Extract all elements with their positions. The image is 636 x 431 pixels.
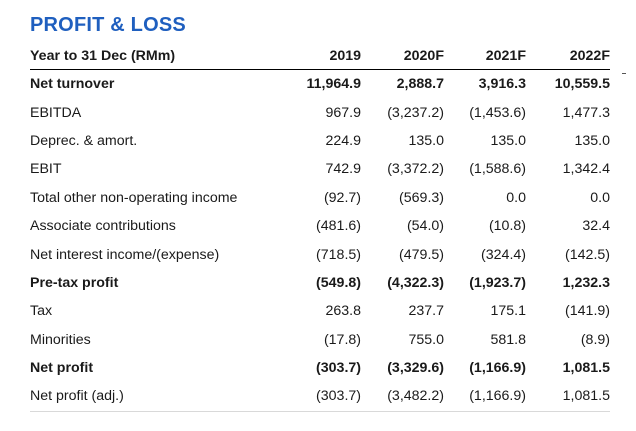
row-value-2020f: (3,237.2)	[387, 104, 444, 121]
row-value-2021f: (1,453.6)	[469, 104, 526, 121]
row-value-2019: (303.7)	[316, 360, 361, 377]
row-value-2021f: 581.8	[490, 331, 526, 348]
table-row: Net turnover 11,964.9 2,888.7 3,916.3 10,559…	[30, 70, 610, 99]
row-value-2020f: 2,888.7	[396, 76, 444, 93]
page-title: PROFIT & LOSS	[30, 14, 186, 36]
table-row: EBITDA 967.9 (3,237.2) (1,453.6) 1,477.3	[30, 98, 610, 126]
row-value-2021f: 3,916.3	[478, 76, 526, 93]
row-label: Net interest income/(expense)	[30, 246, 220, 263]
row-value-2021f: 135.0	[490, 132, 526, 149]
table-row: Pre-tax profit (549.8) (4,322.3) (1,923.7) 1…	[30, 269, 610, 297]
row-value-2020f: (4,322.3)	[387, 274, 444, 291]
row-label: Associate contributions	[30, 218, 176, 235]
row-value-2020f: (3,329.6)	[387, 360, 444, 377]
row-value-2019: (92.7)	[323, 189, 361, 206]
row-label: Pre-tax profit	[30, 274, 119, 291]
row-label: EBIT	[30, 161, 62, 178]
row-value-2021f: 175.1	[490, 303, 526, 320]
row-value-2019: 11,964.9	[306, 76, 361, 93]
row-label: Net profit (adj.)	[30, 382, 282, 412]
header-year-2020f: 2020F	[361, 42, 444, 70]
table-row: Total other non-operating income (92.7) (5…	[30, 184, 610, 212]
row-label: Net turnover	[30, 76, 115, 93]
row-value-2021f: (1,923.7)	[469, 274, 526, 291]
table-header-row: Year to 31 Dec (RMm) 2019 2020F 2021F 20…	[30, 42, 610, 70]
header-year-2021f: 2021F	[444, 42, 526, 70]
header-period-label: Year to 31 Dec (RMm)	[30, 42, 282, 70]
row-value-2022f: (141.9)	[565, 303, 610, 320]
row-value-2019: (481.6)	[316, 218, 361, 235]
header-year-2022f: 2022F	[526, 42, 610, 70]
row-value-2019: 967.9	[325, 104, 361, 121]
row-value-2019: 742.9	[325, 161, 361, 178]
row-value-2021f: (1,166.9)	[469, 360, 526, 377]
row-label: Net profit	[30, 360, 94, 377]
table-row: Minorities (17.8) 755.0 581.8 (8.9)	[30, 326, 610, 354]
row-value-2019: (303.7)	[282, 382, 361, 412]
row-value-2019: (17.8)	[323, 331, 361, 348]
edge-tick-mark	[622, 73, 626, 74]
table-row: Tax 263.8 237.7 175.1 (141.9)	[30, 297, 610, 325]
row-value-2022f: 1,081.5	[526, 382, 610, 412]
row-value-2021f: (1,166.9)	[444, 382, 526, 412]
row-value-2019: (718.5)	[316, 246, 361, 263]
table-row: Net profit (303.7) (3,329.6) (1,166.9) 1,081…	[30, 354, 610, 382]
row-value-2021f: 0.0	[506, 189, 526, 206]
row-label: Deprec. & amort.	[30, 132, 138, 149]
row-label: Tax	[30, 303, 53, 320]
row-value-2020f: (3,482.2)	[361, 382, 444, 412]
row-value-2019: 224.9	[325, 132, 361, 149]
row-value-2022f: (142.5)	[565, 246, 610, 263]
row-value-2022f: 32.4	[582, 218, 610, 235]
row-value-2020f: (479.5)	[399, 246, 444, 263]
row-value-2019: (549.8)	[316, 274, 361, 291]
row-value-2020f: (54.0)	[406, 218, 444, 235]
row-label: Total other non-operating income	[30, 189, 238, 206]
table-row: Net profit (adj.) (303.7) (3,482.2) (1,166.…	[30, 382, 610, 412]
row-value-2021f: (10.8)	[488, 218, 526, 235]
row-value-2021f: (324.4)	[481, 246, 526, 263]
row-value-2020f: 755.0	[408, 331, 444, 348]
row-value-2021f: (1,588.6)	[469, 161, 526, 178]
row-value-2019: 263.8	[325, 303, 361, 320]
row-label: EBITDA	[30, 104, 82, 121]
header-year-2019: 2019	[282, 42, 361, 70]
table-row: EBIT 742.9 (3,372.2) (1,588.6) 1,342.4	[30, 155, 610, 183]
row-value-2020f: 237.7	[408, 303, 444, 320]
row-value-2022f: 1,081.5	[562, 360, 610, 377]
row-value-2022f: (8.9)	[580, 331, 610, 348]
row-value-2022f: 1,477.3	[562, 104, 610, 121]
row-value-2022f: 1,342.4	[562, 161, 610, 178]
profit-loss-table: Year to 31 Dec (RMm) 2019 2020F 2021F 20…	[30, 42, 610, 412]
row-value-2020f: 135.0	[408, 132, 444, 149]
row-value-2022f: 0.0	[590, 189, 610, 206]
table-row: Associate contributions (481.6) (54.0) (10.…	[30, 212, 610, 240]
row-value-2022f: 1,232.3	[562, 274, 610, 291]
table-row: Deprec. & amort. 224.9 135.0 135.0 135.0	[30, 127, 610, 155]
row-value-2022f: 135.0	[574, 132, 610, 149]
table-row: Net interest income/(expense) (718.5) (479…	[30, 240, 610, 268]
row-value-2020f: (3,372.2)	[387, 161, 444, 178]
row-value-2022f: 10,559.5	[554, 76, 610, 93]
row-label: Minorities	[30, 331, 91, 348]
row-value-2020f: (569.3)	[399, 189, 444, 206]
